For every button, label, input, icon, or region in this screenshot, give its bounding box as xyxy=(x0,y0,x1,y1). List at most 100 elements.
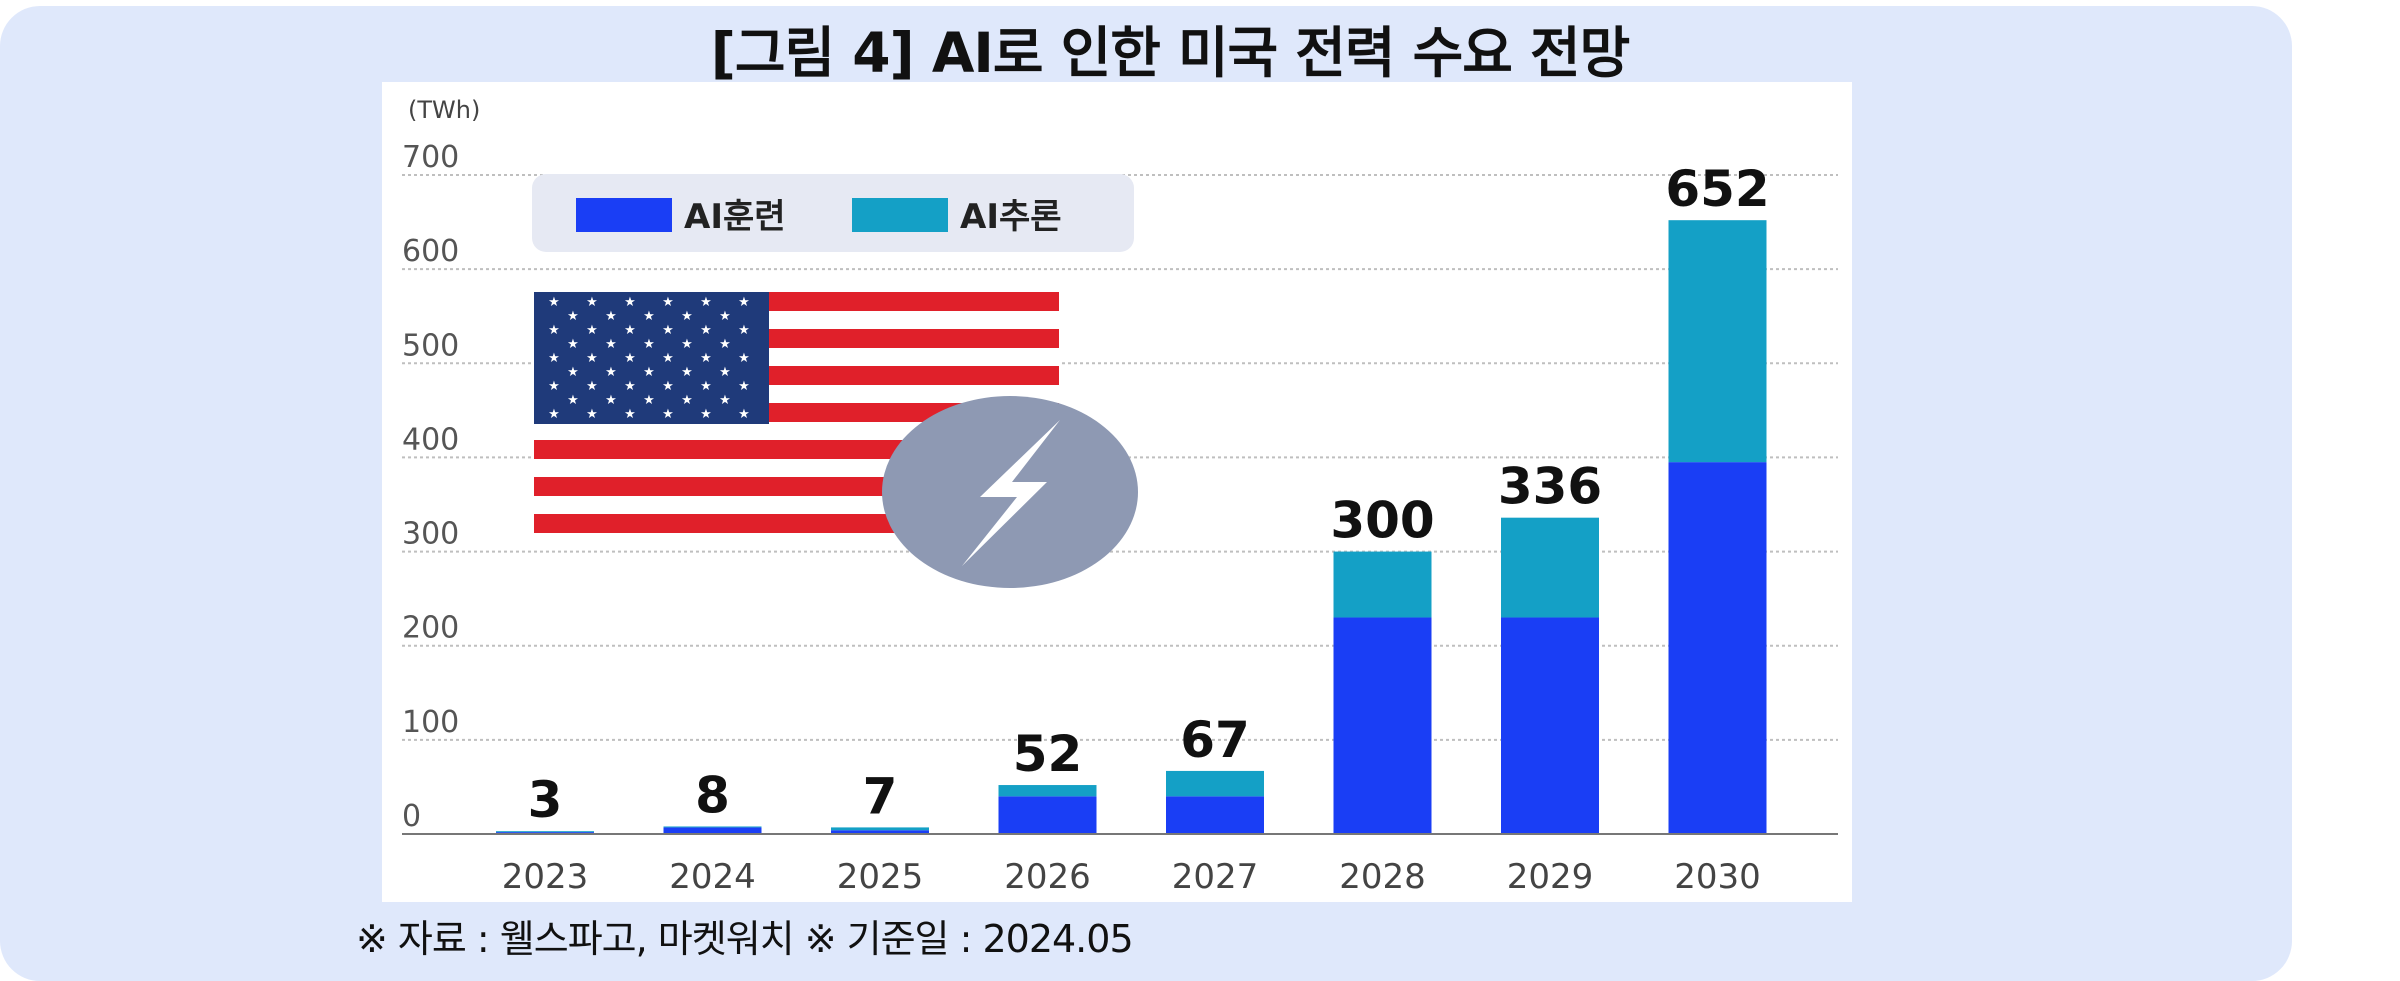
bar-segment-ai-training xyxy=(1501,617,1599,834)
flag-star: ★ xyxy=(738,295,750,310)
x-tick-label: 2023 xyxy=(502,857,589,897)
bar-total-label: 67 xyxy=(1180,711,1250,769)
flag-star: ★ xyxy=(662,407,674,422)
bar-total-label: 3 xyxy=(528,771,563,829)
bar-segment-ai-training xyxy=(1333,617,1432,834)
bar-segment-ai-training xyxy=(831,830,929,834)
x-axis-ticks: 2023 2024 2025 2026 2027 2028 2029 2030 xyxy=(502,857,1761,897)
flag-star: ★ xyxy=(738,379,750,394)
legend-box xyxy=(532,174,1134,252)
bar-segment-ai-training xyxy=(998,796,1097,834)
flag-star: ★ xyxy=(586,407,598,422)
y-tick-label: 400 xyxy=(402,422,459,457)
flag-star: ★ xyxy=(567,393,579,408)
legend-label-ai-training: AI훈련 xyxy=(684,197,786,237)
x-tick-label: 2026 xyxy=(1004,857,1091,897)
flag-star: ★ xyxy=(662,351,674,366)
flag-star: ★ xyxy=(700,379,712,394)
flag-star: ★ xyxy=(700,295,712,310)
flag-star: ★ xyxy=(681,365,693,380)
flag-star: ★ xyxy=(662,323,674,338)
x-tick-label: 2025 xyxy=(837,857,924,897)
flag-star: ★ xyxy=(719,309,731,324)
flag-star: ★ xyxy=(624,323,636,338)
bar-segment-ai-inference xyxy=(1166,770,1264,797)
flag-star: ★ xyxy=(548,379,560,394)
bar-segment-ai-inference xyxy=(663,826,762,828)
y-tick-label: 200 xyxy=(402,611,459,646)
flag-star: ★ xyxy=(567,337,579,352)
flag-star: ★ xyxy=(624,407,636,422)
flag-star: ★ xyxy=(586,351,598,366)
bar-segment-ai-inference xyxy=(1501,517,1599,618)
bar-segment-ai-inference xyxy=(998,785,1097,797)
y-tick-label: 100 xyxy=(402,705,459,740)
legend-label-ai-inference: AI추론 xyxy=(960,197,1062,237)
flag-star: ★ xyxy=(681,393,693,408)
legend-swatch-ai-inference xyxy=(852,198,948,232)
flag-star: ★ xyxy=(605,393,617,408)
flag-star: ★ xyxy=(586,295,598,310)
legend-swatch-ai-training xyxy=(576,198,672,232)
flag-star: ★ xyxy=(719,365,731,380)
flag-star: ★ xyxy=(548,323,560,338)
bar-total-label: 8 xyxy=(695,766,730,824)
bar-segment-ai-training xyxy=(663,827,762,834)
flag-star: ★ xyxy=(586,379,598,394)
y-axis-ticks: 0 100 200 300 400 500 600 700 xyxy=(402,140,459,834)
lightning-bolt-icon xyxy=(882,396,1138,588)
flag-star: ★ xyxy=(567,365,579,380)
bar-segment-ai-inference xyxy=(496,831,594,833)
bar-total-label: 336 xyxy=(1498,458,1602,516)
y-axis-unit-label: (TWh) xyxy=(408,96,480,124)
bar-total-label: 300 xyxy=(1330,492,1434,550)
bar-segment-ai-inference xyxy=(831,827,929,831)
flag-star: ★ xyxy=(586,323,598,338)
flag-star: ★ xyxy=(738,323,750,338)
flag-star: ★ xyxy=(605,309,617,324)
x-tick-label: 2030 xyxy=(1674,857,1761,897)
flag-star: ★ xyxy=(567,309,579,324)
flag-star: ★ xyxy=(719,393,731,408)
flag-star: ★ xyxy=(700,351,712,366)
flag-star: ★ xyxy=(681,337,693,352)
bar-segment-ai-inference xyxy=(1333,551,1432,618)
y-tick-label: 500 xyxy=(402,328,459,363)
flag-star: ★ xyxy=(643,393,655,408)
bar-total-labels: 3 8 7 52 67 300 336 652 xyxy=(528,160,1770,829)
flag-star: ★ xyxy=(643,337,655,352)
x-tick-label: 2027 xyxy=(1172,857,1259,897)
flag-star: ★ xyxy=(719,337,731,352)
x-tick-label: 2028 xyxy=(1339,857,1426,897)
flag-star: ★ xyxy=(662,295,674,310)
flag-star: ★ xyxy=(643,309,655,324)
flag-star: ★ xyxy=(700,407,712,422)
flag-star: ★ xyxy=(700,323,712,338)
x-tick-label: 2024 xyxy=(669,857,756,897)
bar-total-label: 652 xyxy=(1665,160,1769,218)
x-tick-label: 2029 xyxy=(1507,857,1594,897)
flag-star: ★ xyxy=(605,337,617,352)
bar-segment-ai-inference xyxy=(1668,220,1767,463)
flag-star: ★ xyxy=(643,365,655,380)
flag-star: ★ xyxy=(624,351,636,366)
flag-star: ★ xyxy=(548,351,560,366)
bars-group xyxy=(496,220,1767,834)
stacked-bar-chart: (TWh) 0 100 200 300 400 500 600 700 ★ ★ ★ ★ ★ ★ ★ ★ ★ ★ ★… xyxy=(402,96,1838,897)
y-tick-label: 0 xyxy=(402,799,421,834)
flag-star: ★ xyxy=(605,365,617,380)
y-tick-label: 700 xyxy=(402,140,459,175)
figure-title: [그림 4] AI로 인한 미국 전력 수요 전망 xyxy=(710,21,1630,85)
flag-star: ★ xyxy=(548,295,560,310)
bar-segment-ai-training xyxy=(1668,462,1767,834)
flag-star: ★ xyxy=(738,407,750,422)
y-tick-label: 600 xyxy=(402,234,459,269)
bar-total-label: 52 xyxy=(1013,725,1083,783)
flag-star: ★ xyxy=(681,309,693,324)
source-note: ※ 자료 : 웰스파고, 마켓워치 ※ 기준일 : 2024.05 xyxy=(356,917,1134,961)
y-tick-label: 300 xyxy=(402,517,459,552)
bar-total-label: 7 xyxy=(863,767,898,825)
flag-star: ★ xyxy=(624,295,636,310)
chart-legend: AI훈련 AI추론 xyxy=(532,174,1134,252)
flag-star: ★ xyxy=(662,379,674,394)
